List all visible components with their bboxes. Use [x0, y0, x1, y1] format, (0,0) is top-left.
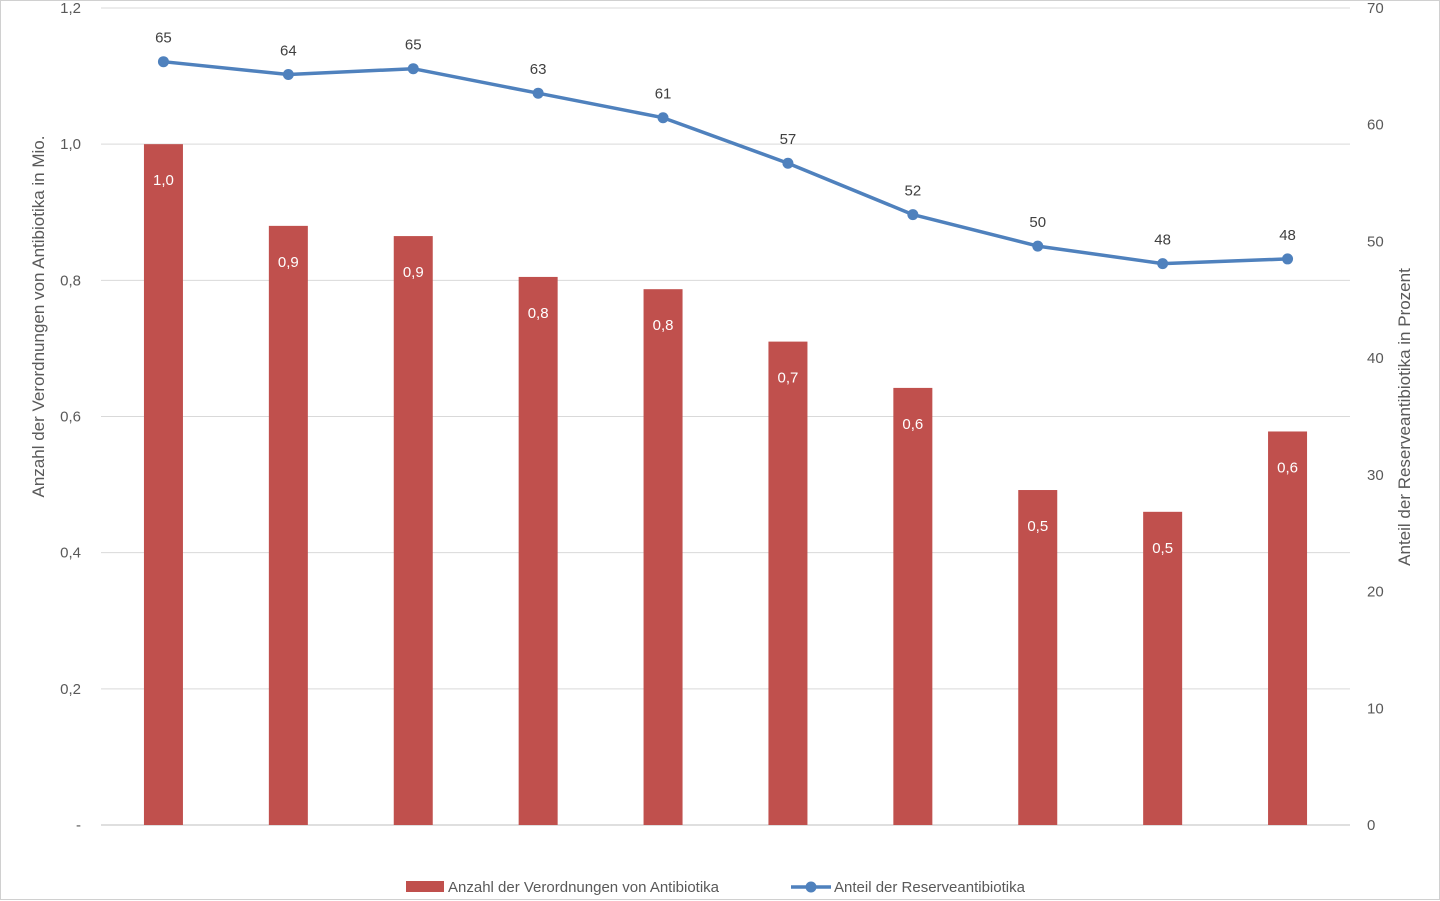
right-axis-tick-label: 20 [1367, 584, 1384, 601]
legend-swatch-marker [805, 881, 817, 893]
gridlines [101, 7, 1350, 826]
bar-value-label: 0,6 [902, 416, 923, 433]
bar-value-label: 0,6 [1277, 459, 1298, 476]
left-axis-tick-label: 0,8 [60, 272, 81, 289]
right-axis-tick-label: 60 [1367, 117, 1384, 134]
line-value-label: 50 [1029, 214, 1046, 231]
bar [893, 387, 933, 825]
line-value-label: 64 [280, 43, 297, 60]
line-marker [657, 112, 669, 124]
line-marker [1282, 253, 1294, 265]
bar-value-label: 0,9 [278, 254, 299, 271]
line-value-label: 48 [1154, 232, 1171, 249]
bar [393, 236, 433, 825]
data-labels: 1,0 0,9 0,9 0,8 0,8 0,7 0,6 0,5 0,5 0,6 65 64 65 63 61… [153, 30, 1298, 557]
bar-value-label: 0,9 [403, 264, 424, 281]
left-axis-tick-label: 0,4 [60, 545, 81, 562]
left-axis-tick-label: 0,6 [60, 409, 81, 426]
right-axis-tick-label: 70 [1367, 1, 1384, 17]
left-axis-tick-label: 1,2 [60, 1, 81, 17]
line-marker [157, 56, 169, 68]
right-axis-tick-label: 10 [1367, 700, 1384, 717]
line-path [161, 59, 1290, 266]
right-axis-tick-label: 0 [1367, 817, 1375, 834]
left-axis-title: Anzahl der Verordnungen von Antibiotika … [29, 136, 48, 498]
line-marker [907, 209, 919, 221]
legend: Anzahl der Verordnungen von Antibiotika A… [406, 879, 1026, 896]
line-marker [1032, 240, 1044, 252]
legend-swatch-bars [406, 881, 444, 892]
bar-value-label: 0,5 [1027, 518, 1048, 535]
bar [518, 276, 558, 825]
line-value-label: 57 [780, 131, 797, 148]
bar [143, 144, 183, 825]
left-axis-tick-label: 0,2 [60, 681, 81, 698]
line-value-label: 48 [1279, 227, 1296, 244]
bar [268, 225, 308, 825]
line-value-label: 52 [905, 183, 922, 200]
line-marker [532, 87, 544, 99]
left-axis-tick-label: 1,0 [60, 136, 81, 153]
line-marker [782, 157, 794, 169]
bar [1268, 431, 1308, 825]
line-series [157, 56, 1294, 270]
axes: - 0,2 0,4 0,6 0,8 1,0 1,2 0 10 20 30 40 50 60 70 Anzahl… [29, 1, 1414, 834]
bar-value-label: 0,8 [653, 317, 674, 334]
bar-value-label: 0,8 [528, 305, 549, 322]
line-value-label: 63 [530, 61, 547, 78]
right-axis-tick-label: 30 [1367, 467, 1384, 484]
line-value-label: 65 [405, 37, 422, 54]
line-marker [1157, 258, 1169, 270]
right-axis-tick-label: 40 [1367, 350, 1384, 367]
line-marker [407, 63, 419, 75]
bar-value-label: 0,5 [1152, 540, 1173, 557]
bar [768, 341, 808, 825]
right-axis-tick-label: 50 [1367, 233, 1384, 250]
right-axis-title: Anteil der Reserveantibiotika in Prozent [1395, 268, 1414, 566]
legend-label-bars: Anzahl der Verordnungen von Antibiotika [448, 879, 720, 896]
bar [643, 289, 683, 825]
line-value-label: 65 [155, 30, 172, 47]
left-axis-tick-label: - [76, 817, 81, 834]
bar-value-label: 0,7 [778, 370, 799, 387]
bar-series [143, 144, 1308, 825]
bar [1143, 511, 1183, 825]
line-value-label: 61 [655, 86, 672, 103]
line-marker [282, 69, 294, 81]
bar [1018, 490, 1058, 825]
bar-value-label: 1,0 [153, 172, 174, 189]
legend-label-line: Anteil der Reserveantibiotika [834, 879, 1026, 896]
